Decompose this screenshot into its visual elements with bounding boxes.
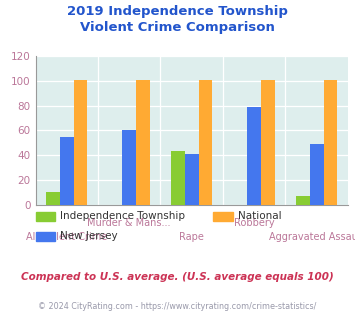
Text: Murder & Mans...: Murder & Mans... bbox=[87, 218, 171, 228]
Text: Independence Township: Independence Township bbox=[60, 212, 185, 221]
Bar bbox=[73, 80, 87, 205]
Bar bbox=[122, 130, 136, 205]
Bar bbox=[323, 80, 337, 205]
Bar bbox=[310, 144, 323, 205]
Text: National: National bbox=[238, 212, 282, 221]
Text: Compared to U.S. average. (U.S. average equals 100): Compared to U.S. average. (U.S. average … bbox=[21, 272, 334, 282]
Bar bbox=[36, 232, 55, 241]
Bar bbox=[296, 196, 310, 205]
Bar bbox=[185, 154, 198, 205]
Text: All Violent Crime: All Violent Crime bbox=[26, 232, 107, 242]
Bar bbox=[171, 151, 185, 205]
Bar bbox=[36, 212, 55, 221]
Bar bbox=[213, 212, 233, 221]
Text: Aggravated Assault: Aggravated Assault bbox=[269, 232, 355, 242]
Text: © 2024 CityRating.com - https://www.cityrating.com/crime-statistics/: © 2024 CityRating.com - https://www.city… bbox=[38, 302, 317, 311]
Bar bbox=[261, 80, 275, 205]
Text: Violent Crime Comparison: Violent Crime Comparison bbox=[80, 21, 275, 34]
Text: Robbery: Robbery bbox=[234, 218, 274, 228]
Bar bbox=[136, 80, 150, 205]
Bar bbox=[60, 137, 73, 205]
Text: New Jersey: New Jersey bbox=[60, 231, 118, 241]
Text: Rape: Rape bbox=[179, 232, 204, 242]
Bar bbox=[247, 107, 261, 205]
Bar bbox=[46, 192, 60, 205]
Bar bbox=[198, 80, 212, 205]
Text: 2019 Independence Township: 2019 Independence Township bbox=[67, 5, 288, 18]
